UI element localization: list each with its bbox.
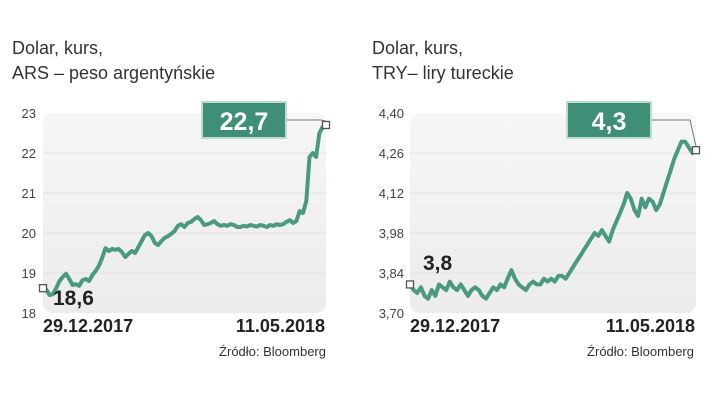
y-tick-label: 3,98 bbox=[379, 226, 404, 241]
x-end-date-label: 11.05.2018 bbox=[236, 316, 325, 336]
chart-panel-try: Dolar, kurs, TRY– liry tureckie 3,70 3,84… bbox=[360, 0, 720, 406]
plot-area bbox=[410, 113, 696, 313]
start-point-marker bbox=[405, 280, 415, 289]
end-point-marker bbox=[691, 145, 701, 155]
y-tick-label: 3,84 bbox=[379, 266, 404, 281]
end-point-marker bbox=[321, 120, 331, 130]
start-value-label: 18,6 bbox=[53, 287, 94, 310]
x-start-date-label: 29.12.2017 bbox=[43, 316, 133, 336]
y-tick-label: 18 bbox=[22, 306, 36, 321]
y-tick-label: 4,40 bbox=[379, 106, 404, 121]
chart-panel-ars: Dolar, kurs, ARS – peso argentyńskie 18 1… bbox=[12, 36, 331, 359]
chart-title-line2: ARS – peso argentyńskie bbox=[12, 63, 216, 83]
y-tick-label: 4,26 bbox=[379, 146, 404, 161]
callout-leader bbox=[286, 119, 327, 122]
y-tick-label: 22 bbox=[22, 146, 36, 161]
end-value-callout bbox=[566, 101, 652, 139]
plot-area bbox=[43, 113, 326, 313]
x-end-date-label: 11.05.2018 bbox=[606, 316, 695, 336]
source-note: Źródło: Bloomberg bbox=[219, 344, 326, 359]
end-value-label: 4,3 bbox=[592, 108, 627, 136]
chart-title-line1: Dolar, kurs, bbox=[372, 38, 464, 58]
y-tick-label: 23 bbox=[22, 106, 36, 121]
start-value-label: 3,8 bbox=[423, 252, 453, 275]
line-chart-ars: 18 19 20 21 22 23 18,6 22,7 29.12.2017 11.05.2018 bbox=[22, 101, 331, 336]
source-note: Źródło: Bloomberg bbox=[587, 344, 694, 359]
chart-title: Dolar, kurs, TRY– liry tureckie bbox=[372, 36, 514, 86]
chart-title-line1: Dolar, kurs, bbox=[12, 38, 104, 58]
x-start-date-label: 29.12.2017 bbox=[410, 316, 500, 336]
callout-leader bbox=[651, 119, 697, 147]
end-value-callout bbox=[201, 101, 287, 139]
y-tick-label: 3,70 bbox=[379, 306, 404, 321]
series-line bbox=[408, 139, 698, 301]
end-value-label: 22,7 bbox=[220, 108, 269, 136]
line-chart-try: 3,70 3,84 3,98 4,12 4,26 4,40 3,8 4,3 29.12.2017… bbox=[379, 101, 701, 336]
start-point-marker bbox=[38, 284, 48, 293]
chart-title: Dolar, kurs, ARS – peso argentyńskie bbox=[12, 36, 215, 86]
y-tick-label: 20 bbox=[22, 226, 36, 241]
y-tick-label: 21 bbox=[22, 186, 36, 201]
series-line bbox=[41, 123, 328, 297]
chart-title-line2: TRY– liry tureckie bbox=[372, 63, 514, 83]
y-tick-label: 19 bbox=[22, 266, 36, 281]
y-tick-label: 4,12 bbox=[379, 186, 404, 201]
